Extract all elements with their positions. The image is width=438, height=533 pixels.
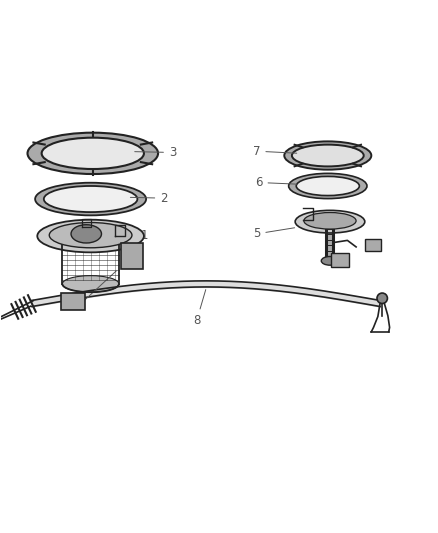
Ellipse shape (35, 183, 146, 215)
Ellipse shape (292, 144, 364, 166)
Text: 1: 1 (122, 229, 148, 242)
Ellipse shape (296, 176, 359, 196)
Ellipse shape (37, 220, 144, 252)
Ellipse shape (284, 141, 371, 169)
Ellipse shape (49, 223, 132, 248)
FancyBboxPatch shape (61, 294, 85, 310)
Text: 3: 3 (135, 146, 177, 159)
FancyBboxPatch shape (121, 243, 143, 269)
Ellipse shape (44, 186, 138, 212)
Text: 7: 7 (253, 144, 297, 158)
Ellipse shape (71, 225, 102, 243)
Ellipse shape (304, 213, 356, 229)
Ellipse shape (289, 173, 367, 199)
Text: 6: 6 (255, 176, 297, 189)
Text: 4: 4 (84, 256, 129, 301)
Text: 5: 5 (253, 228, 295, 240)
Circle shape (377, 293, 388, 303)
Ellipse shape (295, 211, 365, 233)
Text: 8: 8 (193, 289, 206, 327)
Ellipse shape (321, 256, 339, 265)
FancyBboxPatch shape (365, 239, 381, 251)
Ellipse shape (42, 138, 144, 169)
Text: 2: 2 (131, 192, 168, 205)
Ellipse shape (62, 276, 119, 292)
FancyBboxPatch shape (331, 254, 349, 266)
Ellipse shape (28, 133, 158, 174)
